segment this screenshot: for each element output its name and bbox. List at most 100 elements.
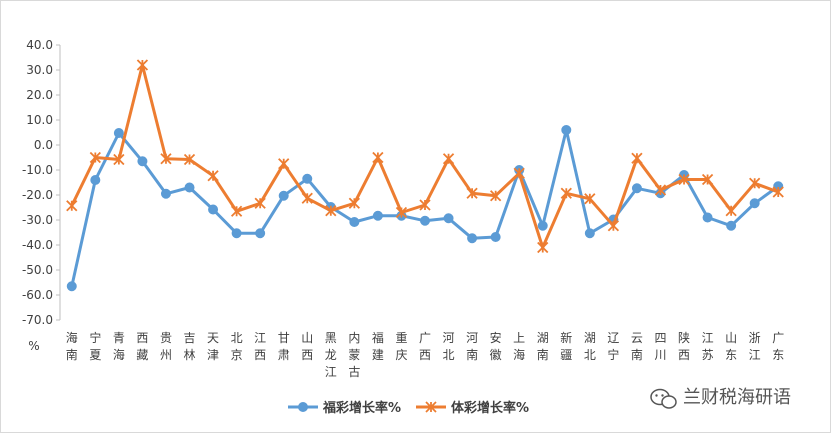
legend: 福彩增长率% 体彩增长率% <box>288 400 529 416</box>
x-category-label: 天 <box>207 331 219 345</box>
data-point <box>137 156 148 167</box>
data-point <box>442 153 455 165</box>
x-category-label: 川 <box>654 348 666 362</box>
data-point <box>749 177 761 189</box>
axes: 40.0 30.0 20.0 10.0 0.0 -10.0 -20.0 -30.0 -40.0 -… <box>22 38 61 327</box>
x-category-label: 徽 <box>490 347 502 362</box>
data-point <box>231 228 242 239</box>
x-category-label: 藏 <box>136 348 148 362</box>
x-category-label: 河 <box>443 331 455 345</box>
legend-label: 福彩增长率% <box>322 400 401 416</box>
data-point <box>66 200 78 212</box>
x-category-label: 重 <box>395 331 407 345</box>
data-point <box>466 187 478 199</box>
data-point <box>184 182 195 193</box>
data-point <box>772 186 784 198</box>
data-point <box>90 175 101 185</box>
x-category-label: 甘 <box>278 331 290 345</box>
x-category-label: 广 <box>772 331 784 345</box>
y-tick-label: -30.0 <box>22 213 53 227</box>
legend-item: 体彩增长率% <box>416 400 529 416</box>
wechat-icon <box>650 388 677 409</box>
x-category-label: 津 <box>207 348 219 362</box>
x-category-label: 海 <box>113 347 125 362</box>
data-point <box>678 173 690 186</box>
x-category-label: 安 <box>490 330 502 345</box>
x-category-label: 贵 <box>160 331 172 345</box>
x-category-label: 广 <box>419 331 431 345</box>
data-point <box>372 210 383 221</box>
x-axis-labels: 海南宁夏青海西藏贵州吉林天津北京江西甘肃山西黑龙江内蒙古福建重庆广西河北河南安徽… <box>66 330 784 379</box>
x-category-label: 山 <box>301 331 313 345</box>
x-category-label: 北 <box>231 331 243 345</box>
data-point <box>183 153 196 166</box>
y-tick-label: -20.0 <box>22 188 53 202</box>
x-category-label: 夏 <box>89 348 101 362</box>
x-category-label: 建 <box>372 348 384 362</box>
data-point <box>348 197 360 209</box>
x-category-label: 西 <box>254 348 266 362</box>
x-category-label: 云 <box>631 331 643 345</box>
x-category-label: 黑 <box>325 331 337 345</box>
x-category-label: 南 <box>537 347 549 362</box>
data-point <box>584 193 596 205</box>
data-point <box>89 151 101 164</box>
x-category-label: 肃 <box>278 348 290 362</box>
data-point <box>66 281 77 292</box>
data-point <box>425 401 437 413</box>
x-category-label: 南 <box>631 347 643 362</box>
data-point <box>419 199 431 211</box>
x-category-label: 林 <box>184 348 196 362</box>
x-category-label: 西 <box>419 348 431 362</box>
y-axis-unit-label: % <box>28 339 39 353</box>
x-category-label: 东 <box>725 348 737 362</box>
x-category-label: 宁 <box>607 347 619 362</box>
x-category-label: 湖 <box>537 330 549 345</box>
data-point <box>278 158 290 170</box>
data-point <box>749 198 760 209</box>
data-point <box>325 205 337 217</box>
x-category-label: 龙 <box>325 348 337 362</box>
watermark: 兰财税海研语 <box>650 387 791 409</box>
data-point <box>395 206 408 219</box>
x-category-label: 西 <box>301 348 313 362</box>
y-tick-label: 20.0 <box>26 88 53 102</box>
y-tick-label: -50.0 <box>22 263 53 277</box>
data-point <box>349 217 360 227</box>
x-category-label: 江 <box>702 331 714 345</box>
data-point <box>631 152 643 164</box>
data-point <box>160 188 171 199</box>
data-point <box>537 220 548 231</box>
x-category-label: 疆 <box>560 348 572 362</box>
data-point <box>537 241 549 254</box>
y-tick-label: -40.0 <box>22 238 53 252</box>
series-2 <box>66 59 784 254</box>
y-tick-label: -10.0 <box>22 163 53 177</box>
watermark-text: 兰财税海研语 <box>683 387 791 408</box>
data-point <box>490 232 501 242</box>
x-category-label: 青 <box>113 331 125 345</box>
x-category-label: 州 <box>160 348 172 362</box>
x-category-label: 江 <box>749 348 761 362</box>
y-tick-label: 40.0 <box>26 38 53 52</box>
data-point <box>160 153 172 165</box>
y-tick-label: 10.0 <box>26 113 53 127</box>
x-category-label: 海 <box>66 330 78 345</box>
x-category-label: 北 <box>443 348 455 362</box>
data-point <box>702 212 713 223</box>
x-category-label: 山 <box>725 331 737 345</box>
data-point <box>298 402 308 412</box>
data-point <box>513 167 525 179</box>
data-point <box>420 215 430 226</box>
data-point <box>607 220 620 232</box>
data-point <box>113 128 124 138</box>
x-category-label: 上 <box>513 331 525 345</box>
x-category-label: 东 <box>772 348 784 362</box>
series-layer <box>66 59 784 292</box>
data-point <box>302 173 313 184</box>
x-category-label: 庆 <box>395 348 407 362</box>
x-category-label: 海 <box>513 347 525 362</box>
data-point <box>255 228 266 239</box>
y-tick-label: 30.0 <box>26 63 53 77</box>
